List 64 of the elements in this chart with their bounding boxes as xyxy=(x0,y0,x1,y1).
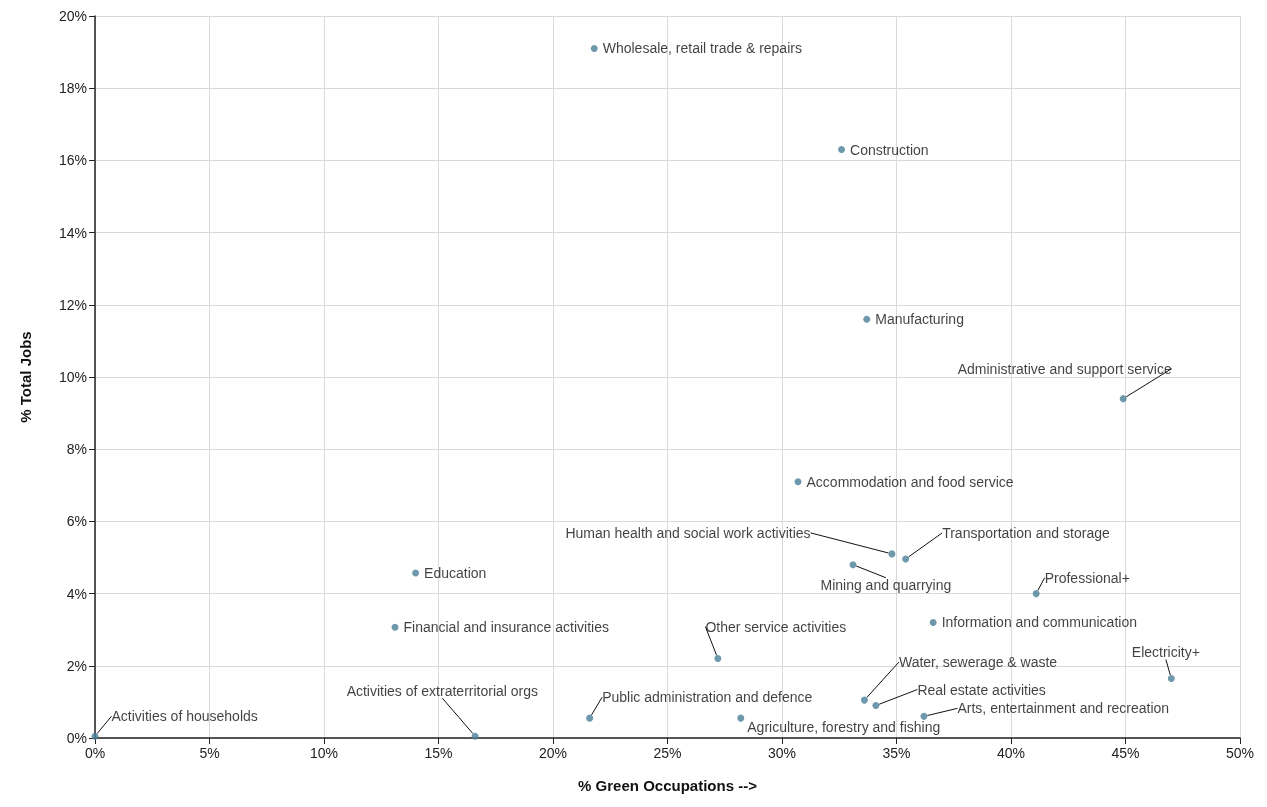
point xyxy=(737,714,745,722)
y-tick-label: 2% xyxy=(66,657,87,674)
y-tick-label: 20% xyxy=(58,8,87,24)
x-tick-label: 30% xyxy=(767,745,797,761)
point xyxy=(714,655,722,663)
x-axis-title: % Green Occupations --> xyxy=(578,777,758,794)
data-label: Real estate activities xyxy=(917,681,1046,698)
point xyxy=(586,714,594,722)
point xyxy=(590,44,598,52)
data-label: Wholesale, retail trade & repairs xyxy=(602,40,802,57)
point xyxy=(794,478,802,486)
point xyxy=(1119,395,1127,403)
x-tick-label: 35% xyxy=(882,745,911,761)
y-tick-label: 14% xyxy=(58,224,87,241)
y-tick-label: 6% xyxy=(66,513,87,530)
data-label: Administrative and support service xyxy=(957,360,1172,377)
data-label: Mining and quarrying xyxy=(820,576,952,593)
point xyxy=(412,569,420,577)
y-axis-title: % Total Jobs xyxy=(17,331,34,423)
point xyxy=(929,618,937,626)
y-tick-label: 16% xyxy=(58,152,87,169)
x-tick-label: 15% xyxy=(424,745,453,761)
x-tick-label: 50% xyxy=(1225,745,1255,761)
data-label: Human health and social work activities xyxy=(565,524,811,541)
data-label: Activities of households xyxy=(111,708,258,725)
data-label: Transportation and storage xyxy=(942,524,1110,541)
y-tick-label: 12% xyxy=(58,296,87,313)
data-label: Public administration and defence xyxy=(602,689,813,706)
point xyxy=(1167,674,1175,682)
x-tick-label: 20% xyxy=(538,745,568,761)
point xyxy=(920,712,928,720)
data-label: Other service activities xyxy=(705,618,847,635)
point xyxy=(1032,590,1040,598)
point xyxy=(838,146,846,154)
point xyxy=(888,550,896,558)
x-tick-label: 0% xyxy=(84,745,106,761)
data-label: Professional+ xyxy=(1044,569,1130,586)
x-tick-label: 5% xyxy=(199,745,220,761)
y-tick-label: 10% xyxy=(58,369,87,385)
point xyxy=(471,732,479,740)
point xyxy=(872,702,880,710)
point xyxy=(902,555,910,563)
data-label: Construction xyxy=(850,141,929,158)
data-label: Electricity+ xyxy=(1131,644,1200,661)
data-label: Accommodation and food service xyxy=(806,473,1014,490)
y-tick-label: 18% xyxy=(58,80,87,97)
data-label: Activities of extraterritorial orgs xyxy=(346,683,539,700)
data-label: Information and communication xyxy=(941,614,1137,631)
y-tick-label: 0% xyxy=(66,730,87,746)
data-label: Agriculture, forestry and fishing xyxy=(747,719,941,736)
x-tick-label: 10% xyxy=(309,745,339,761)
data-label: Manufacturing xyxy=(875,311,964,328)
point xyxy=(849,561,857,569)
point xyxy=(860,696,868,704)
y-tick-label: 8% xyxy=(66,441,87,458)
y-tick-label: 4% xyxy=(66,585,87,602)
x-tick-label: 45% xyxy=(1111,745,1140,761)
data-label: Education xyxy=(424,565,487,582)
x-tick-label: 40% xyxy=(996,745,1026,761)
point xyxy=(863,315,871,323)
data-label: Financial and insurance activities xyxy=(403,619,609,636)
x-tick-label: 25% xyxy=(653,745,682,761)
data-label: Arts, entertainment and recreation xyxy=(957,700,1170,717)
data-label: Water, sewerage & waste xyxy=(898,654,1058,671)
